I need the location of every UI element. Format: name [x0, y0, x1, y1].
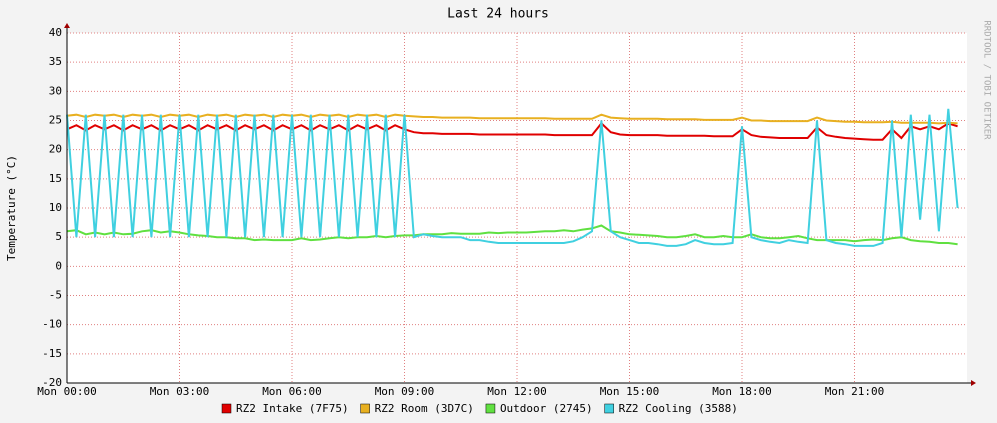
- y-tick-label: -15: [42, 347, 62, 360]
- x-tick-label: Mon 18:00: [712, 385, 772, 398]
- y-tick-label: 20: [49, 143, 62, 156]
- y-tick-label: 10: [49, 201, 62, 214]
- y-tick-label: -20: [42, 376, 62, 389]
- chart-title: Last 24 hours: [447, 7, 549, 22]
- x-tick-label: Mon 03:00: [150, 385, 210, 398]
- legend-label: RZ2 Cooling (3588): [619, 402, 738, 415]
- series-line: [66, 108, 959, 247]
- series-line: [66, 113, 958, 125]
- x-tick-label: Mon 12:00: [487, 385, 547, 398]
- y-tick-label: 25: [49, 114, 62, 127]
- legend-swatch: [221, 403, 232, 414]
- y-tick-label: 35: [49, 55, 62, 68]
- legend-swatch: [604, 403, 614, 414]
- y-tick-label: 40: [49, 26, 62, 39]
- legend-swatch: [360, 403, 370, 414]
- y-tick-label: 15: [49, 172, 62, 185]
- y-tick-label: -10: [42, 318, 62, 331]
- y-tick-label: 30: [49, 84, 62, 97]
- series-line: [66, 224, 958, 246]
- x-tick-label: Mon 09:00: [375, 385, 435, 398]
- legend-label: RZ2 Intake (7F75): [236, 402, 349, 415]
- axis-arrow: [64, 23, 70, 28]
- x-tick-label: Mon 06:00: [262, 385, 322, 398]
- x-tick-label: Mon 15:00: [600, 385, 660, 398]
- legend-label: Outdoor (2745): [500, 402, 593, 415]
- axis-arrow: [971, 380, 976, 386]
- legend-swatch: [485, 403, 496, 414]
- y-tick-label: -5: [49, 289, 62, 302]
- y-axis-label: Temperature (°C): [5, 155, 18, 261]
- legend-label: RZ2 Room (3D7C): [375, 402, 474, 415]
- y-tick-label: 5: [55, 230, 62, 243]
- x-tick-label: Mon 21:00: [825, 385, 885, 398]
- watermark: RRDTOOL / TOBI OETIKER: [982, 20, 992, 140]
- y-tick-label: 0: [55, 259, 62, 272]
- x-tick-label: Mon 00:00: [37, 385, 97, 398]
